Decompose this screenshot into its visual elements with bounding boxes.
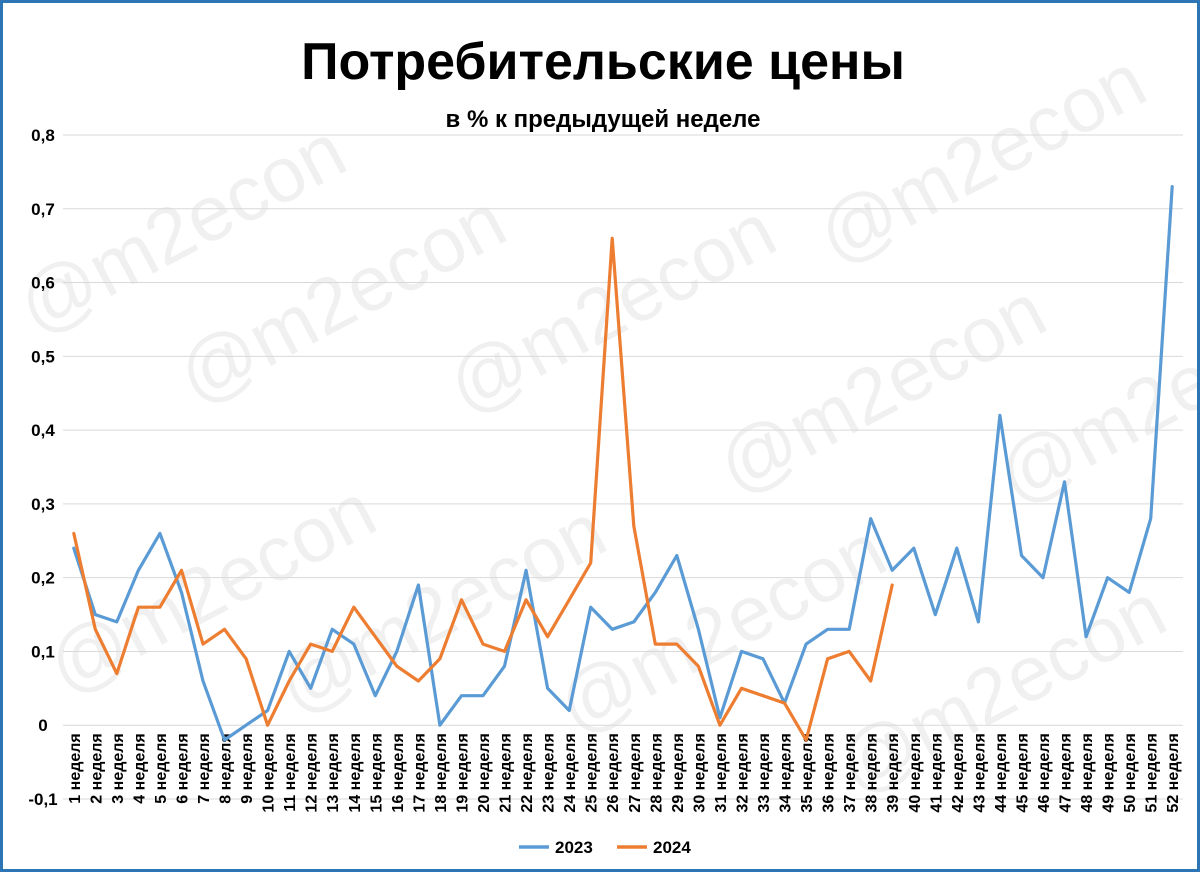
x-tick-label: 1 неделя: [67, 733, 84, 803]
x-tick-label: 38 неделя: [864, 733, 881, 812]
x-tick-label: 27 неделя: [627, 733, 644, 812]
x-tick-label: 25 неделя: [584, 733, 601, 812]
x-tick-label: 18 неделя: [433, 733, 450, 812]
x-tick-label: 16 неделя: [390, 733, 407, 812]
y-tick-label: 0,7: [31, 200, 55, 219]
x-tick-label: 22 неделя: [519, 733, 536, 812]
x-tick-label: 33 неделя: [756, 733, 773, 812]
y-axis-ticks: -0,1 0 0,1 0,2 0,3 0,4 0,5 0,6 0,7 0,8: [28, 126, 57, 809]
x-tick-label: 12 неделя: [304, 733, 321, 812]
x-tick-label: 28 неделя: [648, 733, 665, 812]
x-tick-label: 51 неделя: [1144, 733, 1161, 812]
x-tick-label: 35 неделя: [799, 733, 816, 812]
chart-subtitle: в % к предыдущей неделе: [446, 106, 761, 133]
x-tick-label: 3 неделя: [110, 733, 127, 803]
x-tick-label: 11 неделя: [282, 733, 299, 811]
x-tick-label: 15 неделя: [368, 733, 385, 812]
x-tick-label: 43 неделя: [971, 733, 988, 812]
x-tick-label: 4 неделя: [131, 733, 148, 803]
x-tick-label: 30 неделя: [691, 733, 708, 812]
y-tick-label: 0,4: [31, 421, 55, 440]
x-tick-label: 29 неделя: [670, 733, 687, 812]
x-tick-label: 41 неделя: [928, 733, 945, 812]
x-tick-label: 50 неделя: [1122, 733, 1139, 812]
x-tick-label: 23 неделя: [541, 733, 558, 812]
x-tick-label: 44 неделя: [993, 733, 1010, 812]
x-tick-label: 39 неделя: [885, 733, 902, 812]
series-lines: [72, 185, 1174, 742]
x-tick-label: 21 неделя: [498, 733, 515, 812]
y-tick-label: 0,1: [31, 642, 55, 661]
gridlines: [63, 134, 1183, 800]
x-tick-label: 9 неделя: [239, 733, 256, 803]
y-tick-label: 0: [38, 716, 47, 735]
x-axis-ticks: 1 неделя 2 неделя 3 неделя 4 неделя 5 неделя…: [67, 733, 1182, 812]
x-tick-label: 31 неделя: [713, 733, 730, 812]
x-tick-label: 32 неделя: [734, 733, 751, 812]
x-tick-label: 19 неделя: [454, 733, 471, 812]
x-tick-label: 49 неделя: [1101, 733, 1118, 812]
x-tick-label: 14 неделя: [347, 733, 364, 812]
x-tick-label: 46 неделя: [1036, 733, 1053, 812]
legend-label-2024: 2024: [653, 838, 691, 857]
x-tick-label: 48 неделя: [1079, 733, 1096, 812]
line-chart: Потребительские цены в % к предыдущей не…: [28, 33, 1183, 857]
y-tick-label: 0,8: [31, 126, 55, 145]
x-tick-label: 26 неделя: [605, 733, 622, 812]
x-tick-label: 36 неделя: [821, 733, 838, 812]
x-tick-label: 34 неделя: [778, 733, 795, 812]
x-tick-label: 2 неделя: [88, 733, 105, 803]
x-tick-label: 5 неделя: [153, 733, 170, 803]
x-tick-label: 47 неделя: [1058, 733, 1075, 812]
series-line-2024: [72, 236, 894, 742]
x-tick-label: 7 неделя: [196, 733, 213, 803]
x-tick-label: 13 неделя: [325, 733, 342, 812]
series-line-2023: [72, 185, 1174, 742]
y-tick-label: 0,5: [31, 347, 55, 366]
legend-label-2023: 2023: [555, 838, 593, 857]
x-tick-label: 10 неделя: [261, 733, 278, 812]
y-tick-label: 0,3: [31, 495, 55, 514]
x-tick-label: 42 неделя: [950, 733, 967, 812]
x-tick-label: 6 неделя: [174, 733, 191, 803]
x-tick-label: 24 неделя: [562, 733, 579, 812]
x-tick-label: 40 неделя: [907, 733, 924, 812]
x-tick-label: 17 неделя: [411, 733, 428, 812]
y-tick-label: -0,1: [28, 790, 57, 809]
y-tick-label: 0,2: [31, 569, 55, 588]
x-tick-label: 8 неделя: [218, 733, 235, 803]
x-tick-label: 52 неделя: [1165, 733, 1182, 812]
x-tick-label: 20 неделя: [476, 733, 493, 812]
x-tick-label: 45 неделя: [1014, 733, 1031, 812]
legend: 2023 2024: [519, 838, 691, 857]
chart-title: Потребительские цены: [301, 33, 905, 91]
y-tick-label: 0,6: [31, 274, 55, 293]
x-tick-label: 37 неделя: [842, 733, 859, 812]
